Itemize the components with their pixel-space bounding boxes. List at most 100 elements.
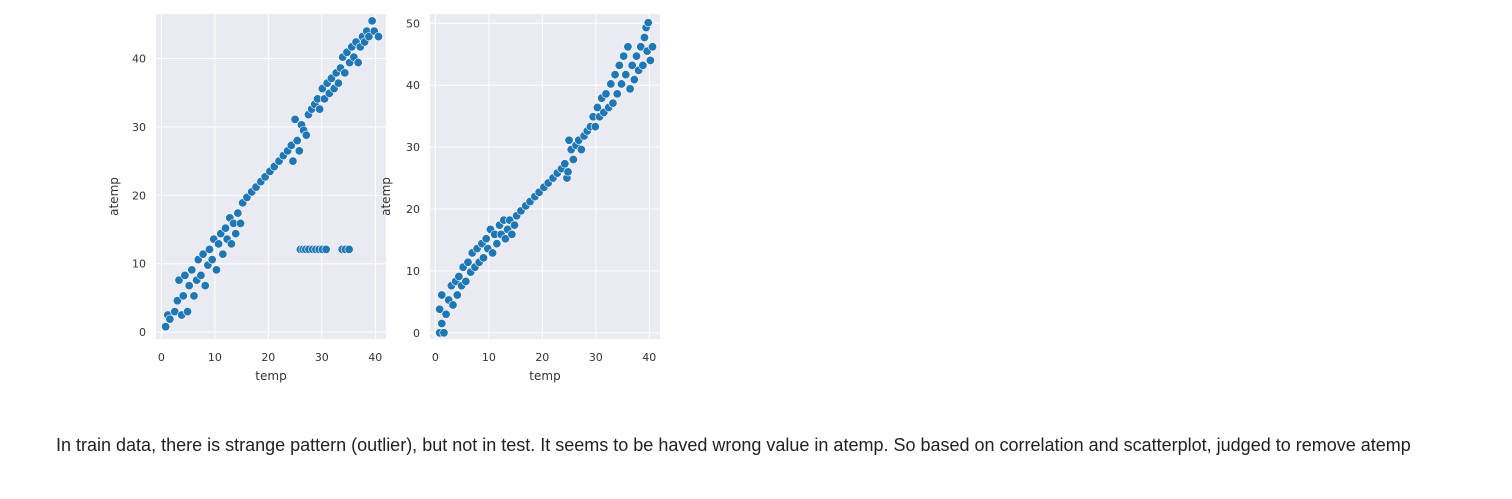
y-tick-label: 30	[406, 141, 420, 154]
scatter-point	[364, 32, 374, 42]
x-tick-label: 20	[535, 351, 549, 364]
x-tick-label: 0	[158, 351, 165, 364]
scatter-point	[233, 208, 243, 218]
scatter-point	[165, 314, 175, 324]
scatter-point	[301, 130, 311, 140]
scatter-point	[183, 307, 193, 317]
scatter-point	[616, 79, 626, 89]
scatter-point	[315, 104, 325, 114]
scatter-point	[478, 253, 488, 263]
scatter-point	[619, 51, 629, 61]
scatter-point	[292, 136, 302, 146]
scatter-point	[507, 229, 517, 239]
scatter-point	[568, 154, 578, 164]
scatter-point	[189, 291, 199, 301]
y-tick-label: 10	[132, 258, 146, 271]
scatter-point	[629, 75, 639, 85]
y-tick-label: 40	[132, 52, 146, 65]
scatter-point	[290, 114, 300, 124]
y-tick-label: 0	[413, 327, 420, 340]
scatter-point	[488, 248, 498, 258]
scatter-point	[614, 60, 624, 70]
scatter-point	[435, 304, 445, 314]
scatter-point	[625, 84, 635, 94]
scatter-point	[621, 70, 631, 80]
scatter-point	[500, 234, 510, 244]
scatter-point	[510, 220, 520, 230]
scatter-point	[172, 296, 182, 306]
scatter-point	[636, 42, 646, 52]
scatter-point	[286, 140, 296, 150]
x-tick-label: 10	[208, 351, 222, 364]
scatter-point	[174, 275, 184, 285]
scatter-point	[592, 102, 602, 112]
x-axis-title: temp	[529, 369, 560, 383]
scatter-point	[463, 257, 473, 267]
scatter-point	[367, 16, 377, 26]
scatter-point	[180, 270, 190, 280]
test-scatter-plot: 0 10 20 30 40 0 10 20 30 40 50 temp atemp	[379, 14, 660, 383]
scatter-point	[623, 42, 633, 52]
x-tick-label: 20	[261, 351, 275, 364]
scatter-point	[161, 322, 171, 332]
x-tick-label: 0	[432, 351, 439, 364]
scatter-point	[211, 265, 221, 275]
scatter-point	[610, 70, 620, 80]
scatter-point	[344, 244, 354, 254]
scatter-point	[441, 309, 451, 319]
scatter-point	[606, 79, 616, 89]
x-tick-label: 30	[589, 351, 603, 364]
y-tick-label: 20	[132, 189, 146, 202]
y-tick-label: 50	[406, 17, 420, 30]
y-tick-label: 20	[406, 203, 420, 216]
scatter-point	[612, 89, 622, 99]
scatter-point	[288, 156, 298, 166]
scatter-point	[221, 223, 231, 233]
scatter-point	[196, 270, 206, 280]
scatter-point	[231, 229, 241, 239]
scatter-point	[204, 244, 214, 254]
scatter-point	[590, 122, 600, 132]
scatter-point	[333, 78, 343, 88]
scatter-point	[226, 239, 236, 249]
y-tick-label: 30	[132, 121, 146, 134]
scatter-point	[207, 255, 217, 265]
scatter-point	[492, 239, 502, 249]
scatter-point	[638, 60, 648, 70]
scatter-point	[294, 146, 304, 156]
scatter-point	[187, 265, 197, 275]
train-scatter-plot: 0 10 20 30 40 0 10 20 30 40 temp atemp	[107, 14, 386, 383]
x-tick-label: 40	[642, 351, 656, 364]
scatter-point	[639, 33, 649, 43]
scatter-point	[461, 276, 471, 286]
y-tick-label: 40	[406, 79, 420, 92]
x-axis-title: temp	[255, 369, 286, 383]
scatter-point	[353, 58, 363, 68]
x-tick-label: 30	[315, 351, 329, 364]
scatter-point	[340, 68, 350, 78]
scatter-point	[437, 290, 447, 300]
scatter-point	[198, 249, 208, 259]
scatter-point	[601, 89, 611, 99]
figure: 0 10 20 30 40 0 10 20 30 40 temp atemp 0 10 20 30 40 0 10…	[107, 14, 660, 383]
scatter-point	[563, 167, 573, 177]
scatter-point	[439, 328, 449, 338]
scatter-point	[576, 145, 586, 155]
plot-area	[156, 14, 386, 339]
scatter-point	[321, 244, 331, 254]
scatter-point	[448, 300, 458, 310]
scatter-point	[374, 32, 384, 42]
caption-text: In train data, there is strange pattern …	[56, 435, 1411, 455]
scatter-point	[454, 271, 464, 281]
scatter-point	[200, 281, 210, 291]
scatter-point	[645, 55, 655, 65]
y-axis-title: atemp	[379, 177, 393, 216]
scatter-point	[627, 60, 637, 70]
y-tick-label: 0	[139, 326, 146, 339]
y-axis-title: atemp	[107, 177, 121, 216]
scatter-point	[437, 319, 447, 329]
x-tick-label: 10	[482, 351, 496, 364]
x-tick-label: 40	[368, 351, 382, 364]
scatter-point	[481, 234, 491, 244]
scatter-point	[648, 42, 658, 52]
